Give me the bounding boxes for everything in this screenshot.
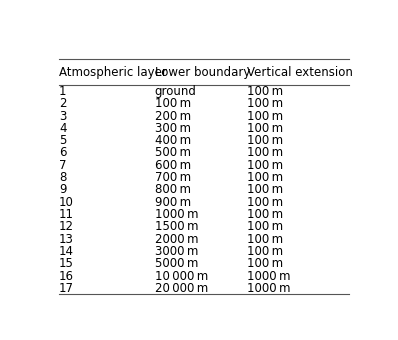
Text: 10: 10 <box>59 196 74 209</box>
Text: 14: 14 <box>59 245 74 258</box>
Text: 200 m: 200 m <box>154 109 191 122</box>
Text: 1000 m: 1000 m <box>154 208 198 221</box>
Text: 100 m: 100 m <box>247 97 283 110</box>
Text: 9: 9 <box>59 183 66 197</box>
Text: 2000 m: 2000 m <box>154 233 198 245</box>
Text: 3: 3 <box>59 109 66 122</box>
Text: 11: 11 <box>59 208 74 221</box>
Text: 1500 m: 1500 m <box>154 220 198 233</box>
Text: 900 m: 900 m <box>154 196 191 209</box>
Text: 100 m: 100 m <box>247 159 283 172</box>
Text: 100 m: 100 m <box>247 134 283 147</box>
Text: 100 m: 100 m <box>154 97 191 110</box>
Text: Vertical extension: Vertical extension <box>247 66 353 79</box>
Text: Lower boundary: Lower boundary <box>154 66 250 79</box>
Text: 10 000 m: 10 000 m <box>154 270 208 283</box>
Text: 15: 15 <box>59 257 74 270</box>
Text: Atmospheric layer: Atmospheric layer <box>59 66 167 79</box>
Text: 100 m: 100 m <box>247 196 283 209</box>
Text: 16: 16 <box>59 270 74 283</box>
Text: 100 m: 100 m <box>247 220 283 233</box>
Text: 6: 6 <box>59 147 66 159</box>
Text: 100 m: 100 m <box>247 122 283 135</box>
Text: 1000 m: 1000 m <box>247 270 291 283</box>
Text: 5: 5 <box>59 134 66 147</box>
Text: 100 m: 100 m <box>247 233 283 245</box>
Text: 300 m: 300 m <box>154 122 191 135</box>
Text: 700 m: 700 m <box>154 171 191 184</box>
Text: 100 m: 100 m <box>247 109 283 122</box>
Text: 13: 13 <box>59 233 74 245</box>
Text: 8: 8 <box>59 171 66 184</box>
Text: 100 m: 100 m <box>247 85 283 98</box>
Text: 500 m: 500 m <box>154 147 191 159</box>
Text: 2: 2 <box>59 97 66 110</box>
Text: 12: 12 <box>59 220 74 233</box>
Text: 3000 m: 3000 m <box>154 245 198 258</box>
Text: 100 m: 100 m <box>247 147 283 159</box>
Text: ground: ground <box>154 85 197 98</box>
Text: 4: 4 <box>59 122 66 135</box>
Text: 20 000 m: 20 000 m <box>154 282 208 295</box>
Text: 1: 1 <box>59 85 66 98</box>
Text: 600 m: 600 m <box>154 159 191 172</box>
Text: 100 m: 100 m <box>247 208 283 221</box>
Text: 17: 17 <box>59 282 74 295</box>
Text: 100 m: 100 m <box>247 257 283 270</box>
Text: 1000 m: 1000 m <box>247 282 291 295</box>
Text: 100 m: 100 m <box>247 171 283 184</box>
Text: 100 m: 100 m <box>247 183 283 197</box>
Text: 100 m: 100 m <box>247 245 283 258</box>
Text: 400 m: 400 m <box>154 134 191 147</box>
Text: 800 m: 800 m <box>154 183 191 197</box>
Text: 7: 7 <box>59 159 66 172</box>
Text: 5000 m: 5000 m <box>154 257 198 270</box>
